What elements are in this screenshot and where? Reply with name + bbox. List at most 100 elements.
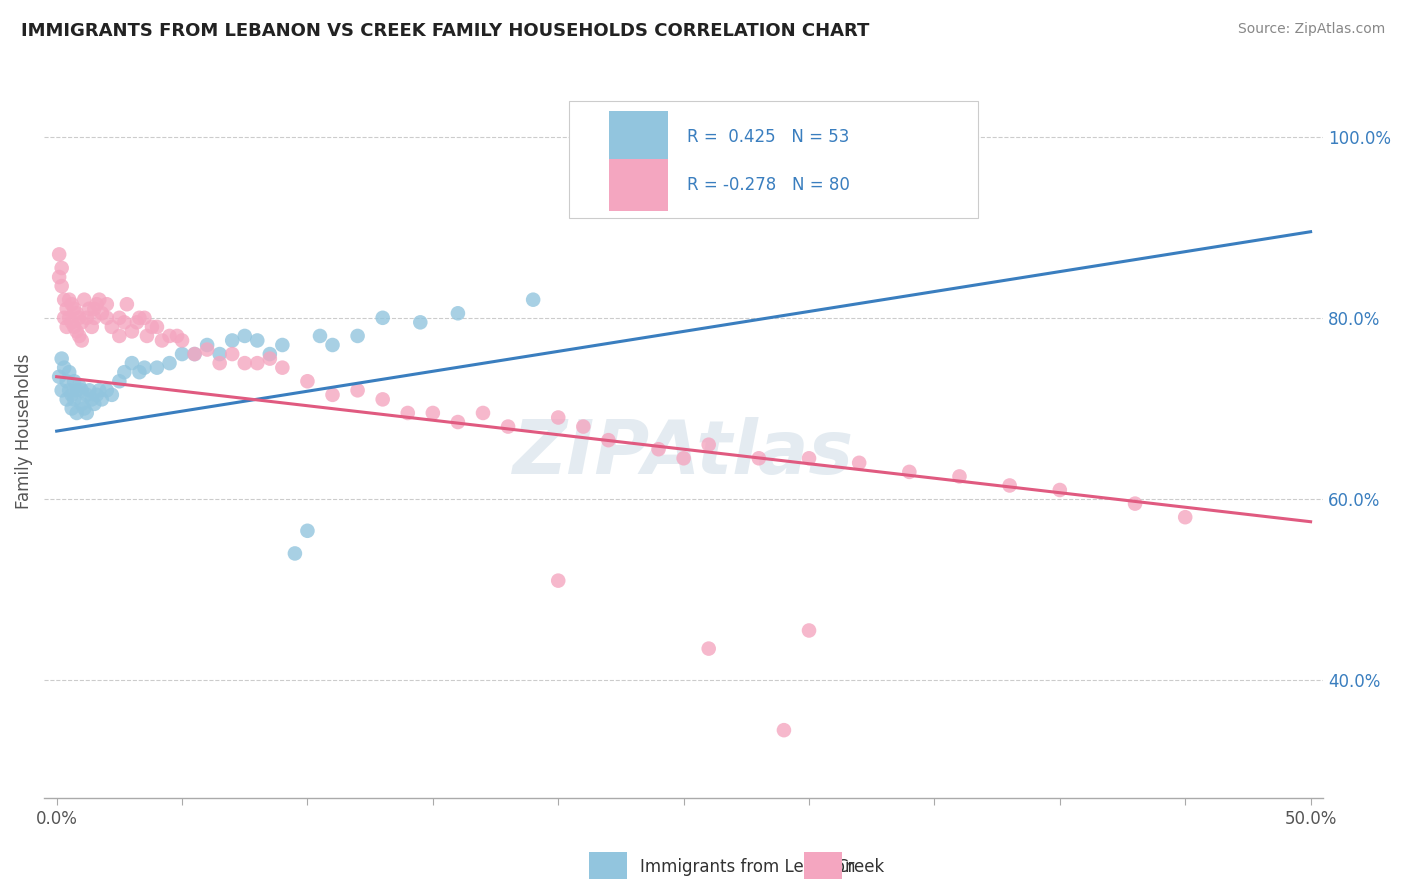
Point bbox=[166, 329, 188, 343]
Point bbox=[73, 293, 96, 307]
Point bbox=[522, 293, 544, 307]
Point bbox=[998, 478, 1021, 492]
Point bbox=[472, 406, 495, 420]
Point bbox=[51, 384, 73, 398]
Point bbox=[447, 306, 470, 320]
Point bbox=[67, 310, 90, 325]
Point bbox=[271, 338, 294, 352]
Point bbox=[159, 356, 181, 370]
Point bbox=[221, 334, 243, 348]
Point bbox=[898, 465, 921, 479]
Point bbox=[297, 374, 319, 388]
Point bbox=[70, 384, 93, 398]
Point bbox=[284, 546, 307, 560]
Point bbox=[547, 410, 569, 425]
Point bbox=[112, 365, 135, 379]
Point bbox=[1123, 497, 1146, 511]
Point bbox=[170, 347, 193, 361]
Point bbox=[48, 247, 70, 261]
Point bbox=[422, 406, 444, 420]
Point bbox=[58, 365, 80, 379]
Point bbox=[96, 384, 118, 398]
Point bbox=[697, 641, 720, 656]
Point bbox=[396, 406, 419, 420]
Point bbox=[112, 315, 135, 329]
FancyBboxPatch shape bbox=[609, 159, 668, 211]
Point bbox=[848, 456, 870, 470]
Point bbox=[53, 293, 76, 307]
Point bbox=[67, 378, 90, 392]
Point bbox=[48, 369, 70, 384]
Point bbox=[86, 388, 108, 402]
Point bbox=[647, 442, 669, 457]
Point bbox=[108, 329, 131, 343]
Text: IMMIGRANTS FROM LEBANON VS CREEK FAMILY HOUSEHOLDS CORRELATION CHART: IMMIGRANTS FROM LEBANON VS CREEK FAMILY … bbox=[21, 22, 869, 40]
Point bbox=[208, 356, 231, 370]
Point bbox=[125, 315, 148, 329]
Point bbox=[55, 392, 77, 407]
Point bbox=[547, 574, 569, 588]
Point bbox=[221, 347, 243, 361]
Point bbox=[134, 360, 156, 375]
Point bbox=[259, 347, 281, 361]
Point bbox=[51, 351, 73, 366]
Point bbox=[66, 406, 89, 420]
Point bbox=[60, 297, 83, 311]
Point bbox=[1174, 510, 1197, 524]
Text: R = -0.278   N = 80: R = -0.278 N = 80 bbox=[688, 177, 851, 194]
Point bbox=[150, 334, 173, 348]
Point bbox=[271, 360, 294, 375]
Point bbox=[409, 315, 432, 329]
FancyBboxPatch shape bbox=[568, 101, 977, 219]
Text: ZIPAtlas: ZIPAtlas bbox=[513, 417, 855, 490]
Point bbox=[66, 306, 89, 320]
Point bbox=[66, 325, 89, 339]
Point bbox=[80, 319, 103, 334]
Point bbox=[572, 419, 595, 434]
Point bbox=[672, 451, 695, 466]
Point bbox=[58, 310, 80, 325]
Point bbox=[83, 301, 105, 316]
Point bbox=[141, 319, 163, 334]
Point bbox=[128, 365, 150, 379]
Point bbox=[346, 384, 368, 398]
Point bbox=[63, 392, 86, 407]
Point bbox=[70, 397, 93, 411]
Point bbox=[159, 329, 181, 343]
Point bbox=[297, 524, 319, 538]
FancyBboxPatch shape bbox=[609, 111, 668, 163]
Point bbox=[322, 338, 344, 352]
Point bbox=[195, 338, 218, 352]
Point bbox=[90, 306, 112, 320]
Point bbox=[101, 319, 124, 334]
Point bbox=[70, 315, 93, 329]
Point bbox=[208, 347, 231, 361]
Point bbox=[55, 301, 77, 316]
Point bbox=[233, 356, 256, 370]
Point bbox=[233, 329, 256, 343]
Text: Immigrants from Lebanon: Immigrants from Lebanon bbox=[640, 858, 855, 876]
Point bbox=[80, 392, 103, 407]
Point bbox=[63, 319, 86, 334]
Point bbox=[53, 310, 76, 325]
Point bbox=[60, 388, 83, 402]
Text: Source: ZipAtlas.com: Source: ZipAtlas.com bbox=[1237, 22, 1385, 37]
Point bbox=[55, 374, 77, 388]
Point bbox=[183, 347, 205, 361]
Point bbox=[134, 310, 156, 325]
Point bbox=[96, 297, 118, 311]
Point bbox=[108, 374, 131, 388]
Point bbox=[121, 325, 143, 339]
Point bbox=[67, 329, 90, 343]
Point bbox=[55, 319, 77, 334]
Point bbox=[797, 451, 820, 466]
Text: Creek: Creek bbox=[837, 858, 884, 876]
Point bbox=[58, 293, 80, 307]
Point bbox=[77, 301, 100, 316]
Point bbox=[60, 401, 83, 416]
Point bbox=[1049, 483, 1071, 497]
Point bbox=[51, 260, 73, 275]
Point bbox=[83, 397, 105, 411]
Point bbox=[89, 293, 111, 307]
Point bbox=[115, 297, 138, 311]
